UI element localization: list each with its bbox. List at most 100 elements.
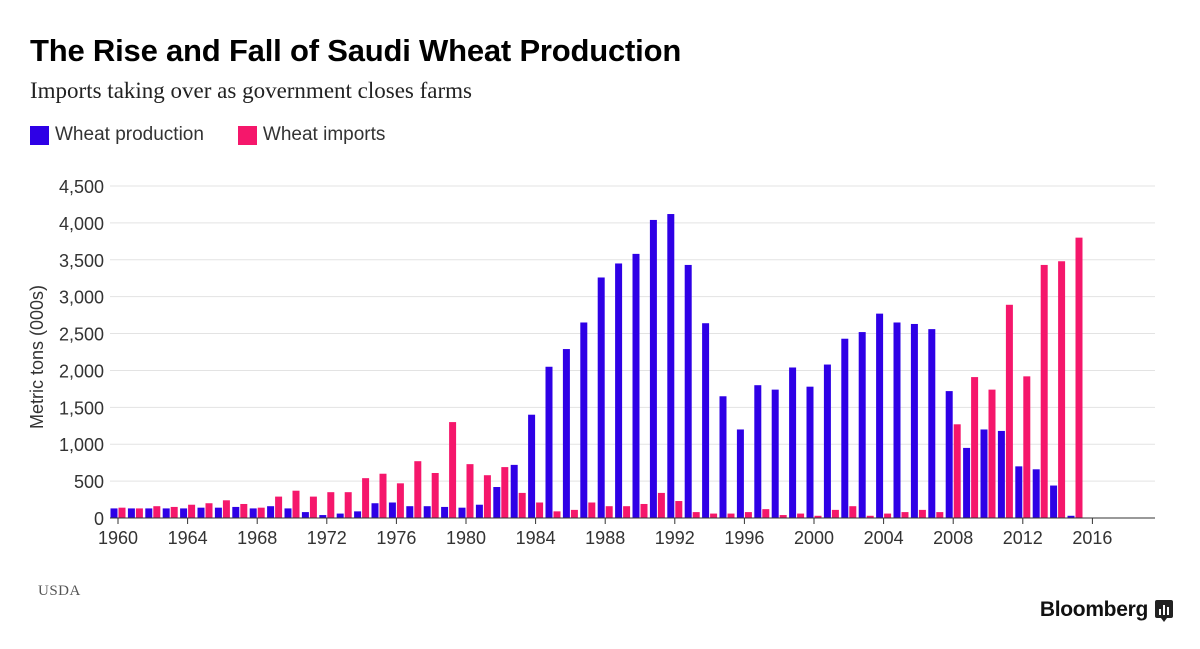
bar-production [406, 506, 414, 518]
bar-production [371, 503, 379, 518]
bar-production [441, 506, 449, 518]
bar-production [1015, 466, 1023, 518]
bar-production [249, 508, 257, 518]
bar-imports [431, 472, 439, 518]
bar-imports [971, 377, 979, 518]
x-tick-label: 1976 [376, 528, 416, 548]
x-tick-label: 1964 [168, 528, 208, 548]
bar-imports [605, 506, 613, 518]
bar-production [736, 429, 744, 518]
bar-production [684, 264, 692, 518]
bar-production [997, 430, 1005, 518]
y-tick-label: 500 [74, 472, 104, 492]
bar-imports [570, 509, 578, 518]
bar-production [145, 508, 153, 518]
bar-production [876, 313, 884, 518]
x-tick-label: 1988 [585, 528, 625, 548]
bar-imports [188, 504, 196, 518]
y-tick-label: 2,500 [59, 325, 104, 345]
bar-production [823, 364, 831, 518]
chart-subtitle: Imports taking over as government closes… [30, 78, 472, 103]
bar-production [771, 389, 779, 518]
bar-imports [118, 507, 126, 518]
bar-imports [466, 464, 474, 518]
bar-production [180, 508, 188, 518]
bar-production [649, 219, 657, 518]
bar-production [267, 506, 275, 518]
bar-production [580, 322, 588, 518]
bar-imports [657, 492, 665, 518]
bar-imports [362, 478, 370, 518]
y-tick-label: 4,500 [59, 177, 104, 197]
x-tick-label: 1996 [724, 528, 764, 548]
bar-production [388, 502, 396, 518]
x-tick-label: 1968 [237, 528, 277, 548]
x-tick-label: 2008 [933, 528, 973, 548]
bar-production [841, 338, 849, 518]
x-tick-label: 1972 [307, 528, 347, 548]
bar-imports [814, 515, 822, 518]
x-tick-label: 1984 [516, 528, 556, 548]
bar-imports [396, 483, 404, 518]
bar-imports [831, 509, 839, 518]
y-tick-label: 0 [94, 509, 104, 529]
bar-production [754, 385, 762, 518]
bar-production [789, 367, 797, 518]
bar-production [667, 214, 675, 518]
bar-imports [588, 502, 596, 518]
x-tick-label: 2000 [794, 528, 834, 548]
x-tick-label: 1992 [655, 528, 695, 548]
bar-imports [988, 389, 996, 518]
bar-imports [292, 490, 300, 518]
bar-production [510, 464, 518, 518]
y-tick-label: 2,000 [59, 361, 104, 381]
bar-imports [797, 513, 805, 518]
bar-imports [953, 424, 961, 518]
bar-imports [379, 473, 387, 518]
bar-production [702, 323, 710, 518]
bar-imports [1058, 261, 1066, 518]
bar-production [214, 507, 222, 518]
bar-imports [779, 515, 787, 518]
bar-production [127, 508, 135, 518]
bar-imports [1040, 264, 1048, 518]
bar-production [458, 507, 466, 518]
bar-production [232, 506, 240, 518]
bar-imports [536, 502, 544, 518]
y-axis-label: Metric tons (000s) [27, 285, 47, 429]
bar-imports [205, 503, 213, 518]
legend-swatch-imports [237, 125, 257, 145]
bar-production [493, 487, 501, 518]
bar-production [945, 391, 953, 518]
bar-imports [1023, 376, 1031, 518]
bar-imports [344, 492, 352, 518]
bar-imports [901, 512, 909, 518]
bar-imports [623, 506, 631, 518]
bar-production [354, 511, 362, 518]
source-note: USDA [38, 583, 81, 599]
bar-imports [1005, 304, 1013, 518]
bar-imports [170, 506, 178, 518]
bar-imports [744, 512, 752, 518]
legend-label-imports: Wheat imports [262, 124, 386, 145]
bar-production [806, 386, 814, 518]
bar-production [336, 513, 344, 518]
bar-production [197, 507, 205, 518]
bar-production [562, 349, 570, 518]
bar-imports [257, 507, 265, 518]
bar-production [475, 504, 483, 518]
bar-imports [135, 508, 143, 518]
bar-imports [727, 513, 735, 518]
y-tick-label: 4,000 [59, 214, 104, 234]
y-tick-label: 1,500 [59, 398, 104, 418]
chart-legend: Wheat production Wheat imports [30, 124, 419, 146]
bar-production [284, 508, 292, 518]
bar-imports [918, 509, 926, 518]
bar-imports [710, 513, 718, 518]
bar-production [858, 332, 866, 518]
legend-item-production: Wheat production [30, 124, 204, 146]
bar-production [110, 508, 118, 518]
x-tick-label: 1960 [98, 528, 138, 548]
bar-imports [240, 503, 248, 518]
bloomberg-chart-icon [1155, 600, 1173, 622]
